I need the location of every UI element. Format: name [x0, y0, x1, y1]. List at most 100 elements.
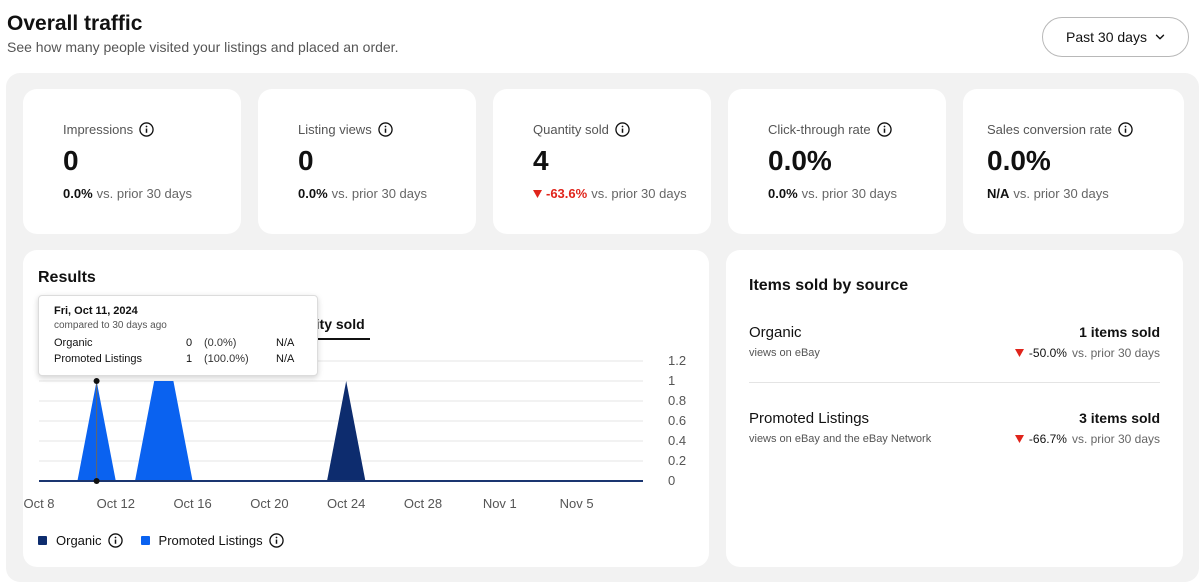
chevron-down-icon: [1155, 34, 1165, 40]
metric-card-click-through-rate: Click-through rate 0.0% 0.0% vs. prior 30…: [728, 89, 946, 234]
metric-value: 0.0%: [987, 145, 1051, 176]
x-tick-label: Oct 16: [173, 496, 211, 511]
metric-change-suffix: vs. prior 30 days: [1013, 186, 1109, 201]
metric-card-quantity-sold: Quantity sold 4 -63.6% vs. prior 30 days: [493, 89, 711, 234]
source-row-promoted-listings: Promoted Listings views on eBay and the …: [749, 410, 1160, 455]
source-desc: views on eBay and the eBay Network: [749, 433, 932, 445]
metric-change-suffix: vs. prior 30 days: [331, 186, 428, 201]
metric-label: Impressions: [63, 122, 134, 137]
metric-card-impressions: Impressions 0 0.0% vs. prior 30 days: [23, 89, 241, 234]
tooltip-row-change: N/A: [276, 353, 295, 365]
metric-compare: 0.0% vs. prior 30 days: [768, 186, 897, 201]
source-count: 3 items sold: [1079, 410, 1160, 426]
chart-legend: Organic Promoted Listings: [38, 533, 302, 548]
info-icon[interactable]: [139, 122, 154, 137]
x-tick-label: Nov 1: [483, 496, 517, 511]
area-series-organic: [327, 381, 366, 481]
metric-label: Sales conversion rate: [987, 122, 1113, 137]
info-icon[interactable]: [268, 533, 284, 548]
tooltip-row: Organic 0 (0.0%) N/A: [54, 337, 304, 351]
metric-change-suffix: vs. prior 30 days: [801, 186, 898, 201]
tooltip-row-value: 0: [186, 337, 193, 349]
metric-change: 0.0%: [63, 186, 93, 201]
y-tick-label: 0: [668, 473, 675, 488]
decrease-arrow-icon: [1014, 435, 1024, 443]
legend-label: Organic: [56, 533, 102, 548]
source-change-pct: -66.7%: [1028, 432, 1067, 446]
x-tick-label: Oct 12: [97, 496, 135, 511]
sources-title: Items sold by source: [749, 277, 909, 294]
info-icon[interactable]: [377, 122, 393, 137]
source-change-suffix: vs. prior 30 days: [1071, 346, 1160, 360]
y-tick-label: 0.4: [668, 433, 686, 448]
chart-tooltip: Fri, Oct 11, 2024 compared to 30 days ag…: [38, 295, 318, 376]
decrease-arrow-icon: [533, 189, 542, 198]
metric-label: Click-through rate: [768, 122, 871, 137]
tooltip-row-name: Organic: [54, 337, 93, 349]
metric-compare: -63.6% vs. prior 30 days: [533, 186, 687, 201]
x-tick-label: Nov 5: [560, 496, 594, 511]
y-tick-label: 0.8: [668, 393, 686, 408]
date-range-dropdown[interactable]: Past 30 days: [1042, 17, 1189, 57]
highlight-point: [93, 378, 100, 384]
metric-change: N/A: [987, 186, 1010, 201]
metric-compare: N/A vs. prior 30 days: [987, 186, 1109, 201]
x-tick-label: Oct 28: [404, 496, 442, 511]
tooltip-date: Fri, Oct 11, 2024: [54, 305, 138, 317]
info-icon[interactable]: [615, 122, 630, 137]
source-name: Promoted Listings: [749, 410, 870, 427]
legend-item-organic[interactable]: Organic: [38, 533, 123, 548]
area-series-promoted-listings: [77, 381, 193, 481]
tooltip-row-value: 1: [186, 353, 193, 365]
metric-card-listing-views: Listing views 0 0.0% vs. prior 30 days: [258, 89, 476, 234]
divider: [749, 382, 1160, 383]
metric-change: -63.6%: [546, 186, 588, 201]
source-desc: views on eBay: [749, 347, 820, 359]
info-icon[interactable]: [1118, 122, 1133, 137]
results-title: Results: [38, 269, 96, 286]
legend-label: Promoted Listings: [158, 533, 263, 548]
highlight-point: [93, 478, 100, 484]
tab-quantity-sold[interactable]: tity sold: [311, 316, 365, 332]
source-name: Organic: [749, 324, 802, 341]
source-row-organic: Organic views on eBay 1 items sold -50.0…: [749, 324, 1160, 369]
metric-change-suffix: vs. prior 30 days: [591, 186, 687, 201]
tooltip-row-change: N/A: [276, 337, 295, 349]
info-icon[interactable]: [107, 533, 123, 548]
metric-change-suffix: vs. prior 30 days: [96, 186, 193, 201]
x-tick-label: Oct 24: [327, 496, 365, 511]
info-icon[interactable]: [876, 122, 892, 137]
date-range-label: Past 30 days: [1066, 29, 1147, 45]
source-change-suffix: vs. prior 30 days: [1071, 432, 1160, 446]
metric-value: 0: [63, 145, 79, 176]
metric-card-sales-conversion-rate: Sales conversion rate 0.0% N/A vs. prior …: [963, 89, 1184, 234]
y-tick-label: 0.2: [668, 453, 686, 468]
legend-swatch-organic: [38, 536, 47, 545]
source-change-pct: -50.0%: [1028, 346, 1067, 360]
source-change: -66.7% vs. prior 30 days: [1014, 432, 1160, 446]
metric-change: 0.0%: [298, 186, 328, 201]
tooltip-subtitle: compared to 30 days ago: [54, 320, 167, 331]
y-tick-label: 1: [668, 373, 675, 388]
metric-compare: 0.0% vs. prior 30 days: [63, 186, 192, 201]
metric-value: 0: [298, 145, 314, 176]
results-chart[interactable]: 0 0.2 0.4 0.6 0.8 1 1.2 Oct 8 Oct 12 Oct 16 Oct 20…: [23, 250, 709, 520]
metric-change: 0.0%: [768, 186, 798, 201]
metric-value: 4: [533, 145, 549, 176]
legend-swatch-promoted-listings: [140, 536, 150, 545]
tooltip-row: Promoted Listings 1 (100.0%) N/A: [54, 353, 304, 367]
y-tick-label: 0.6: [668, 413, 686, 428]
x-tick-label: Oct 8: [23, 496, 54, 511]
page-subtitle: See how many people visited your listing…: [7, 39, 399, 55]
source-change: -50.0% vs. prior 30 days: [1014, 346, 1160, 360]
y-tick-label: 1.2: [668, 353, 686, 368]
items-sold-by-source-card: Items sold by source Organic views on eB…: [726, 250, 1183, 567]
legend-item-promoted-listings[interactable]: Promoted Listings: [140, 533, 284, 548]
metric-compare: 0.0% vs. prior 30 days: [298, 186, 427, 201]
results-card: Results tity sold 0 0.2 0.4 0.6 0.8 1 1.2 Oct 8…: [23, 250, 709, 567]
metric-label: Listing views: [298, 122, 372, 137]
tooltip-row-name: Promoted Listings: [54, 353, 143, 365]
metric-label: Quantity sold: [533, 122, 609, 137]
tooltip-row-pct: (100.0%): [204, 353, 249, 365]
metric-value: 0.0%: [768, 145, 832, 176]
